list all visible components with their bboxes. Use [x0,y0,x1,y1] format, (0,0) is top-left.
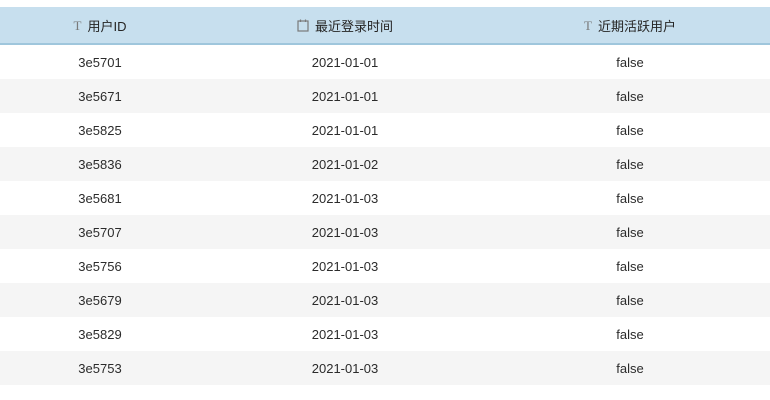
cell-user-id: 3e5671 [78,88,122,104]
table-body: 3e5701 2021-01-01 false 3e5671 2021-01-0… [0,45,770,385]
cell-user-id: 3e5825 [78,122,122,138]
table-row[interactable]: 3e5671 2021-01-01 false [0,79,770,113]
cell-recent-active: false [616,360,644,376]
cell-last-login: 2021-01-01 [311,54,379,70]
cell-recent-active: false [616,326,644,342]
column-header-label: 用户ID [87,18,127,34]
cell-user-id: 3e5679 [78,292,122,308]
table-row[interactable]: 3e5707 2021-01-03 false [0,215,770,249]
table-header: T 用户ID 最近登录时间 T 近期活跃用户 [0,7,770,45]
table-row[interactable]: 3e5825 2021-01-01 false [0,113,770,147]
cell-user-id: 3e5836 [78,156,122,172]
column-header-label: 最近登录时间 [314,18,393,34]
cell-recent-active: false [616,224,644,240]
cell-recent-active: false [616,54,644,70]
cell-recent-active: false [616,88,644,104]
cell-user-id: 3e5681 [78,190,122,206]
cell-recent-active: false [616,292,644,308]
cell-user-id: 3e5753 [78,360,122,376]
cell-last-login: 2021-01-03 [311,326,379,342]
text-type-icon: T [73,17,82,33]
table-row[interactable]: 3e5701 2021-01-01 false [0,45,770,79]
cell-recent-active: false [616,122,644,138]
cell-recent-active: false [616,156,644,172]
table-row[interactable]: 3e5681 2021-01-03 false [0,181,770,215]
text-type-icon: T [584,17,592,33]
table-row[interactable]: 3e5756 2021-01-03 false [0,249,770,283]
cell-last-login: 2021-01-01 [311,88,379,104]
cell-last-login: 2021-01-03 [311,258,379,274]
cell-last-login: 2021-01-03 [311,360,379,376]
cell-recent-active: false [616,190,644,206]
cell-last-login: 2021-01-03 [311,190,379,206]
cell-user-id: 3e5701 [78,54,122,70]
cell-user-id: 3e5829 [78,326,122,342]
column-header-last-login[interactable]: 最近登录时间 [200,16,490,35]
table-row[interactable]: 3e5753 2021-01-03 false [0,351,770,385]
table-visual: T 用户ID 最近登录时间 T 近期活跃用户 3e5701 2021-01-01… [0,7,770,385]
column-header-recent-active[interactable]: T 近期活跃用户 [490,16,770,35]
cell-last-login: 2021-01-01 [311,122,379,138]
column-header-label: 近期活跃用户 [597,18,676,34]
cell-recent-active: false [616,258,644,274]
table-row[interactable]: 3e5679 2021-01-03 false [0,283,770,317]
cell-user-id: 3e5756 [78,258,122,274]
calendar-icon [297,19,309,32]
cell-last-login: 2021-01-02 [311,156,379,172]
table-row[interactable]: 3e5829 2021-01-03 false [0,317,770,351]
cell-user-id: 3e5707 [78,224,122,240]
column-header-user-id[interactable]: T 用户ID [0,16,200,35]
cell-last-login: 2021-01-03 [311,224,379,240]
table-row[interactable]: 3e5836 2021-01-02 false [0,147,770,181]
cell-last-login: 2021-01-03 [311,292,379,308]
